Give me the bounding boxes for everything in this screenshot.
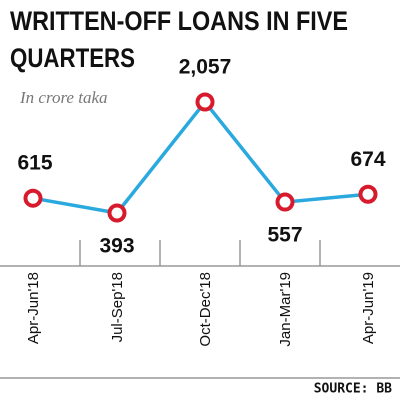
x-tick-label: Jan-Mar'19 (277, 272, 294, 347)
value-label: 2,057 (179, 56, 232, 79)
value-label: 393 (99, 235, 134, 258)
marker (107, 203, 127, 223)
chart-title: QUARTERS (10, 43, 135, 73)
subtitle: In crore taka (19, 88, 108, 107)
x-tick-label: Jul-Sep'18 (109, 272, 126, 342)
chart-title: WRITTEN-OFF LOANS IN FIVE (10, 6, 348, 36)
marker (23, 188, 43, 208)
marker (275, 192, 295, 212)
value-label: 557 (267, 224, 302, 247)
source: SOURCE: BB (314, 382, 392, 397)
x-tick-label: Apr-Jun'19 (360, 272, 377, 344)
x-tick-label: Oct-Dec'18 (197, 272, 214, 347)
value-label: 615 (17, 152, 52, 175)
marker (195, 92, 215, 112)
value-label: 674 (350, 148, 385, 171)
marker (358, 184, 378, 204)
x-tick-label: Apr-Jun'18 (25, 272, 42, 344)
line (32, 99, 369, 215)
